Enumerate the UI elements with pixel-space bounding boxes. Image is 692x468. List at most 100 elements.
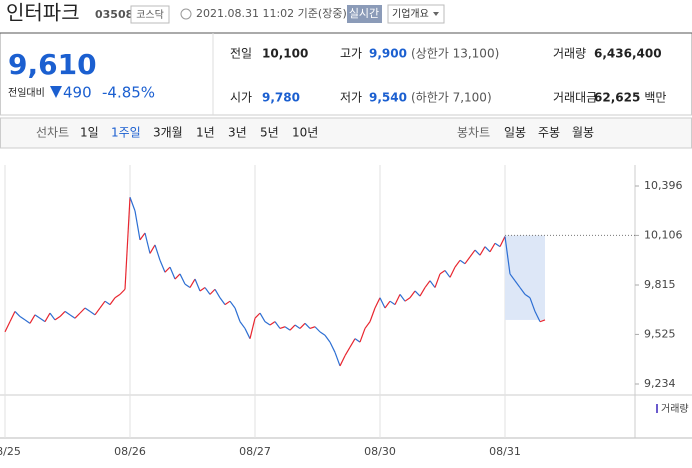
price-segment [364,321,371,329]
price-segment [289,324,296,331]
price-segment [439,270,446,275]
price-segment [99,300,106,309]
price-segment [109,297,116,305]
price-segment [514,280,521,288]
price-segment [69,314,76,319]
price-segment [329,341,336,353]
price-segment [134,210,141,240]
price-segment [39,317,46,323]
price-segment [414,290,421,297]
price-segment [224,300,231,306]
price-segment [354,338,361,343]
price-segment [494,242,501,248]
market-badge [130,5,170,24]
price-segment [279,326,286,330]
price-segment [349,338,356,348]
company-name: 인터파크 [6,1,80,25]
stat-label: 시가 [230,91,252,105]
price-segment [449,266,456,278]
price-segment [334,352,341,367]
price-segment [459,259,466,265]
period-tab[interactable]: 3년 [228,126,247,140]
menu: 기업개요 [392,7,429,20]
dropdown-arrow [433,12,439,16]
period-tab[interactable]: 1년 [196,126,215,140]
price-segment [104,300,111,306]
price-segment [239,321,246,329]
price-segment [399,294,406,302]
y-tick-label: 9,234 [644,377,676,390]
price-segment [229,300,236,309]
candle-tab[interactable]: 일봉 [504,126,526,140]
volume-legend-swatch [656,404,658,413]
period-tab[interactable]: 1일 [80,126,99,140]
stat-note: (하한가 7,100) [411,91,492,105]
price-segment [324,334,331,343]
stat-label: 거래량 [553,47,586,61]
price-segment [34,314,41,319]
price-segment [359,328,366,343]
price-segment [294,324,301,329]
price-segment [49,312,56,321]
stat-label: 전일 [230,47,252,61]
x-tick-label: 08/26 [114,445,146,458]
price-segment [29,314,36,324]
price-segment [164,266,171,273]
x-tick-label: 08/25 [0,445,21,458]
price-segment [159,260,166,273]
price-segment [489,242,496,253]
price-segment [154,244,161,261]
stat-unit: 백만 [644,91,666,105]
price-segment [249,318,256,339]
price-segment [54,316,61,321]
price-segment [394,294,401,305]
period-tab[interactable]: 10년 [292,126,318,140]
x-tick-label: 08/27 [239,445,271,458]
tab-label: 선차트 [36,126,69,140]
price-segment [384,300,391,309]
market: 코스닥 [136,9,164,21]
y-tick-label: 9,815 [644,278,676,291]
price-segment [344,346,351,357]
stat-note: (상한가 13,100) [411,47,499,61]
price-segment [539,319,546,323]
price-segment [19,316,26,321]
price-segment [454,259,461,268]
price-segment [484,246,491,253]
price-segment [129,197,136,212]
realtime-button[interactable] [347,5,382,23]
price-segment [254,312,261,319]
stat-label: 고가 [340,47,362,61]
candle-tab[interactable]: 월봉 [572,126,594,140]
price-segment [424,280,431,288]
price-segment [144,232,151,254]
tab-bar [0,117,692,149]
price-segment [9,311,16,322]
period-tab[interactable]: 3개월 [153,126,183,140]
menu-dropdown[interactable] [387,4,445,24]
price-segment [434,273,441,288]
price-segment [339,355,346,367]
price-segment [284,326,291,331]
price-segment [534,311,541,322]
period-tab[interactable]: 1주일 [111,126,141,140]
price-segment [524,293,531,299]
stat-value: 9,780 [262,91,300,105]
price-segment [374,297,381,309]
code: 035080 [95,8,141,21]
price-segment [274,321,281,329]
change-pct: -4.85% [102,84,155,102]
candle-tab[interactable]: 주봉 [538,126,560,140]
period-tab[interactable]: 5년 [260,126,279,140]
price-segment [199,287,206,292]
price-segment [304,322,311,329]
stat-value: 62,625 [594,91,640,105]
timestamp: 2021.08.31 11:02 기준(장중) [196,7,347,20]
price-segment [409,290,416,299]
price-segment [24,319,31,324]
price-segment [519,287,526,295]
price-segment [184,283,191,289]
stat-value: 10,100 [262,47,308,61]
price-segment [389,300,396,306]
